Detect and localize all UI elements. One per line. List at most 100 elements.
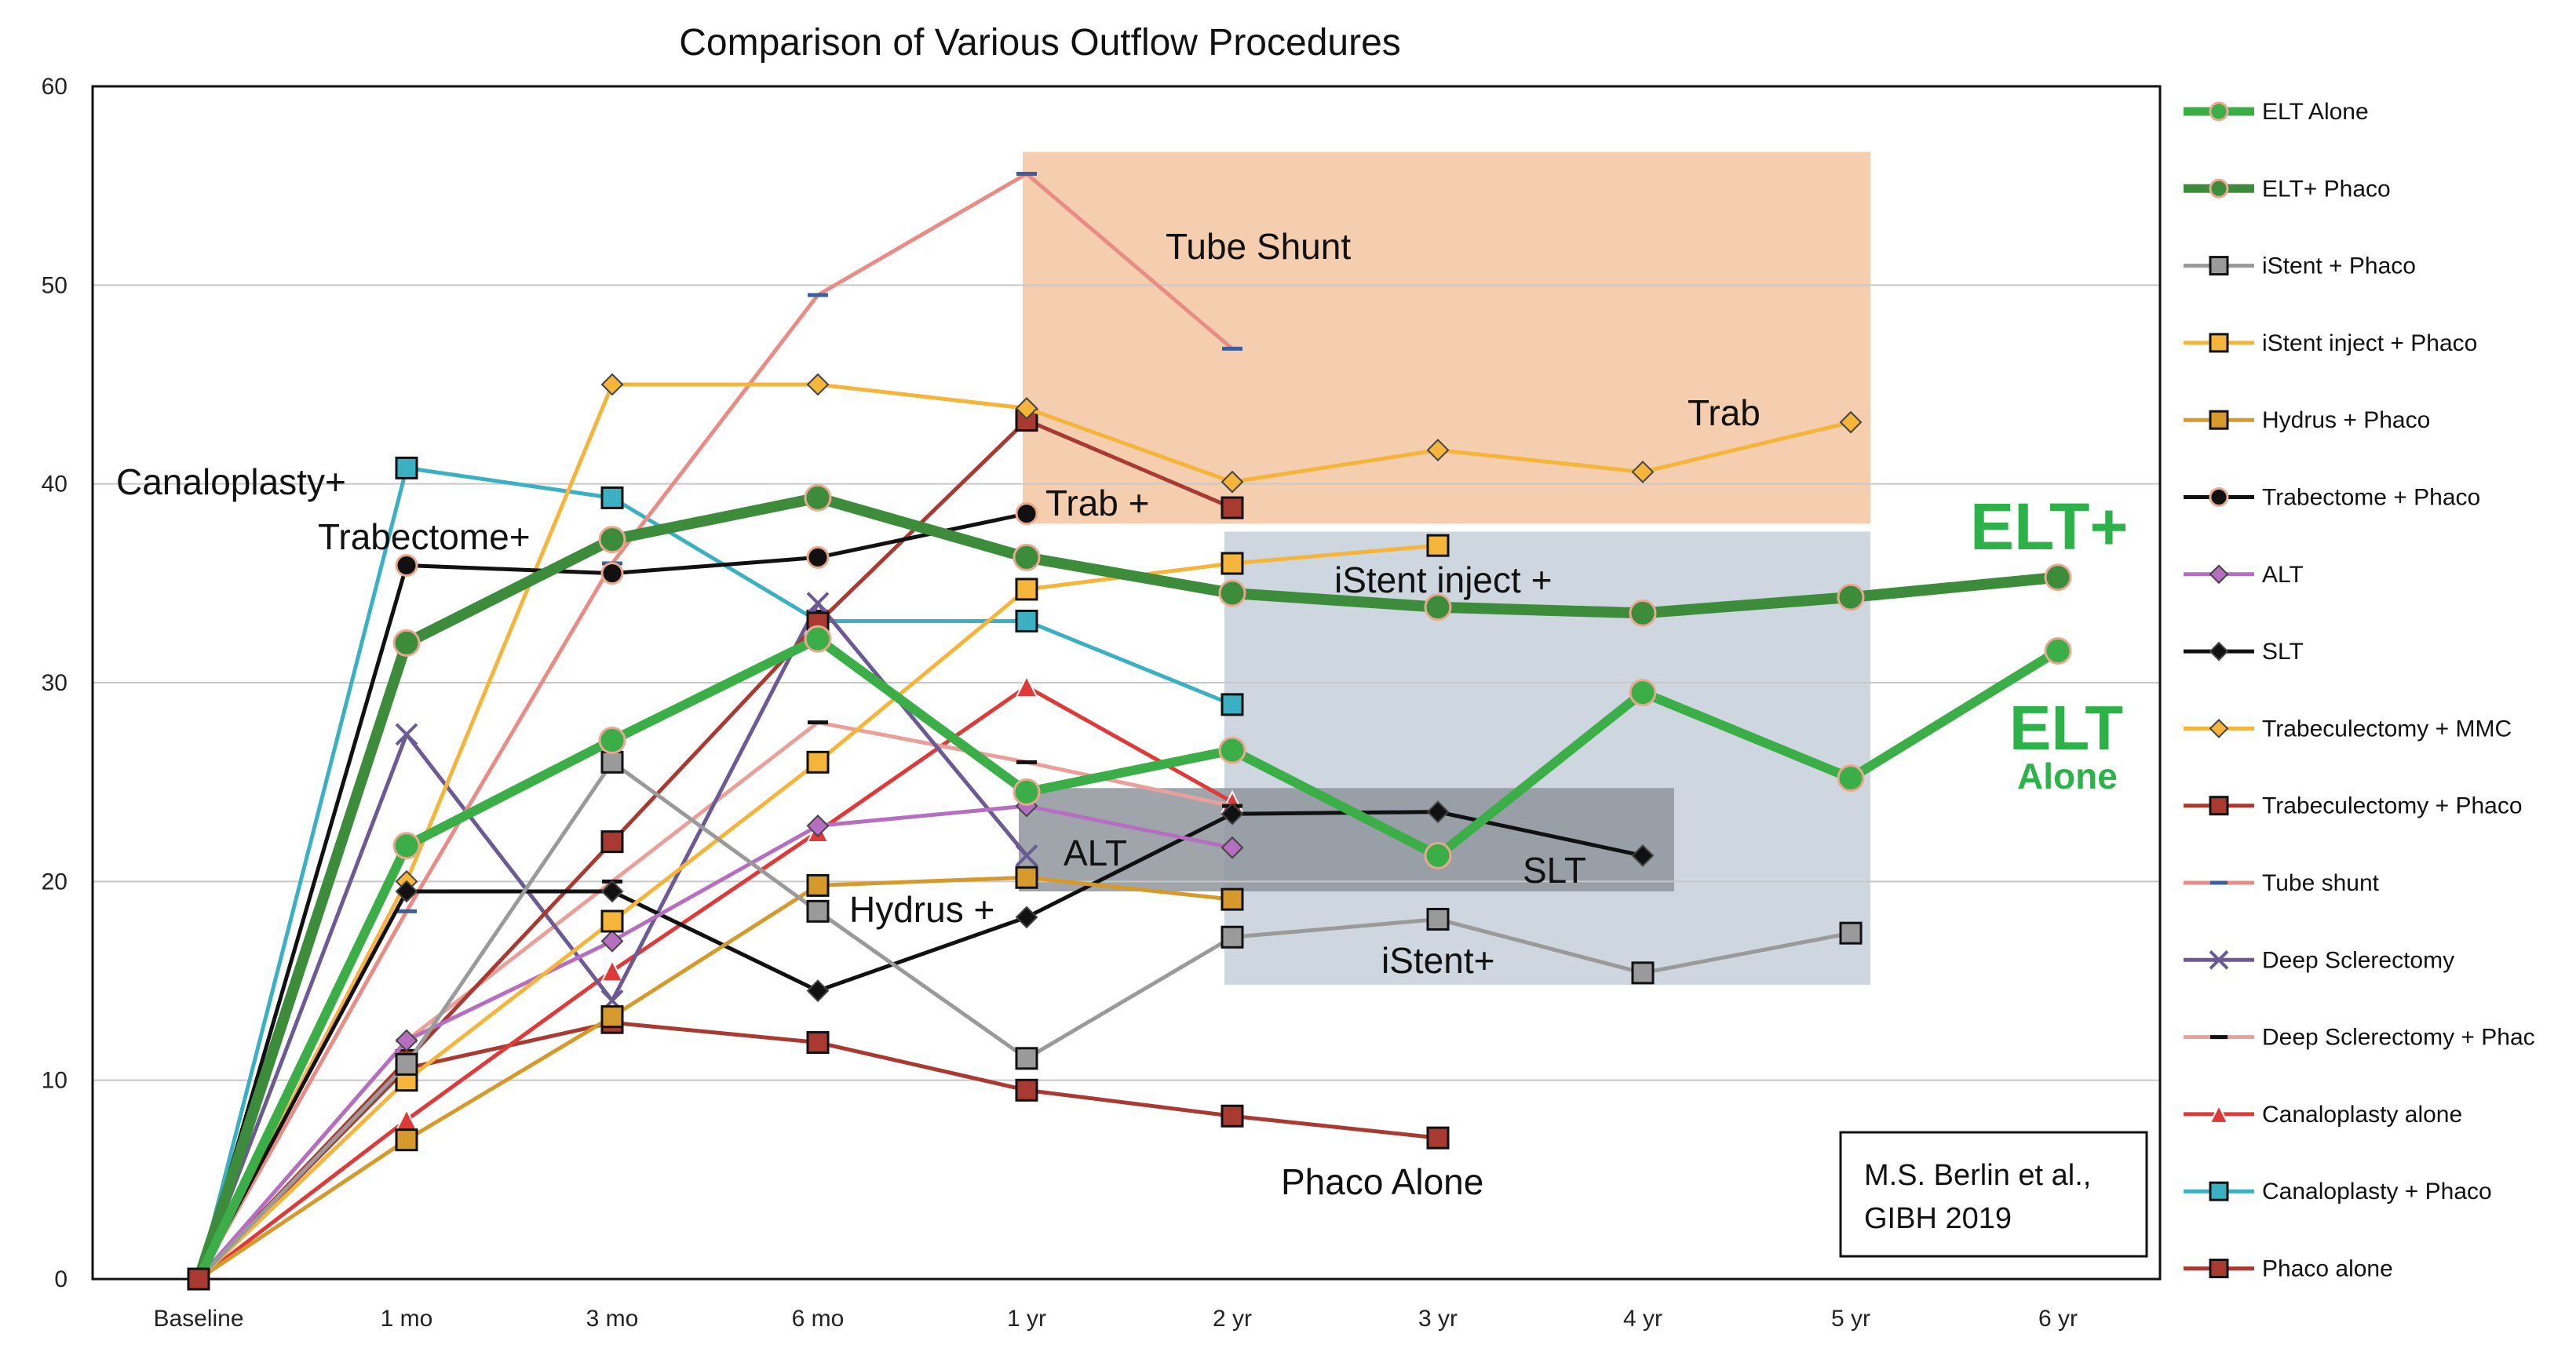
legend-label: Canaloplasty + Phaco bbox=[2262, 1179, 2492, 1204]
data-point bbox=[1629, 599, 1657, 627]
chart-title: Comparison of Various Outflow Procedures bbox=[679, 22, 1401, 64]
gridlines bbox=[93, 284, 2160, 1081]
series-trabeculectomy-mmc bbox=[196, 373, 1863, 1281]
data-point bbox=[1426, 907, 1450, 931]
series-elt-phaco bbox=[193, 483, 2072, 1281]
legend-marker bbox=[2209, 796, 2229, 816]
data-point bbox=[1218, 579, 1246, 607]
data-point bbox=[395, 1128, 418, 1152]
data-point bbox=[395, 1052, 418, 1076]
data-point bbox=[600, 880, 624, 903]
legend-marker bbox=[2209, 256, 2229, 276]
series-alt bbox=[197, 794, 1244, 1281]
data-point bbox=[395, 880, 418, 903]
data-point bbox=[1220, 552, 1244, 575]
data-point bbox=[1220, 693, 1244, 716]
annotation-trab-plus: Trab + bbox=[1045, 483, 1150, 523]
legend-item: ELT Alone bbox=[2184, 99, 2369, 125]
credit-line-2: GIBH 2019 bbox=[1864, 1202, 2012, 1235]
data-point bbox=[1631, 961, 1655, 985]
data-point bbox=[1015, 674, 1038, 698]
data-point bbox=[1220, 925, 1244, 949]
data-point bbox=[1220, 836, 1244, 859]
legend-item: Deep Sclerectomy + Phac bbox=[2184, 1025, 2535, 1051]
y-tick-label: 10 bbox=[42, 1068, 68, 1094]
legend-label: ELT Alone bbox=[2262, 99, 2369, 125]
series-line bbox=[197, 804, 1233, 1281]
data-point bbox=[806, 592, 830, 615]
legend-marker bbox=[2209, 564, 2229, 585]
legend-item: Hydrus + Phaco bbox=[2184, 407, 2430, 433]
legend-label: ELT+ Phaco bbox=[2262, 176, 2391, 202]
legend-label: Phaco alone bbox=[2262, 1256, 2393, 1282]
legend-label: Canaloplasty alone bbox=[2262, 1102, 2462, 1128]
legend-marker bbox=[2209, 949, 2229, 970]
legend-item: Phaco alone bbox=[2184, 1256, 2393, 1282]
data-point bbox=[395, 723, 418, 746]
data-point bbox=[600, 373, 624, 396]
data-point bbox=[1015, 609, 1038, 632]
data-point bbox=[1631, 844, 1655, 867]
x-tick-label: 4 yr bbox=[1623, 1306, 1662, 1332]
legend-marker bbox=[2209, 333, 2229, 353]
legend-marker bbox=[2209, 718, 2229, 738]
annotation-canaloplasty-plus: Canaloplasty+ bbox=[116, 461, 346, 502]
legend-label: ALT bbox=[2262, 562, 2304, 588]
series-line bbox=[194, 634, 2061, 1281]
data-point bbox=[806, 1031, 830, 1055]
data-point bbox=[1015, 844, 1038, 867]
data-point bbox=[2044, 636, 2072, 665]
annotation-elt: ELT bbox=[2009, 693, 2123, 763]
legend-item: Deep Sclerectomy bbox=[2184, 947, 2454, 973]
annotation-alone: Alone bbox=[2017, 756, 2118, 796]
data-point bbox=[1839, 410, 1863, 434]
data-point bbox=[1631, 461, 1655, 483]
legend-item: Canaloplasty alone bbox=[2184, 1102, 2462, 1128]
data-point bbox=[1424, 841, 1452, 869]
data-point bbox=[600, 486, 624, 509]
data-point bbox=[806, 899, 830, 923]
series-line bbox=[196, 810, 1644, 1281]
series-hydrus-phaco bbox=[197, 866, 1244, 1281]
data-point bbox=[1013, 543, 1041, 571]
data-point bbox=[1426, 439, 1450, 462]
data-point bbox=[806, 545, 830, 569]
legend-label: Hydrus + Phaco bbox=[2262, 407, 2430, 433]
legend-marker bbox=[2209, 1103, 2229, 1124]
annotation-trabectome-plus: Trabectome+ bbox=[318, 516, 531, 557]
data-point bbox=[1015, 578, 1038, 601]
baseline-point bbox=[187, 1267, 210, 1291]
data-point bbox=[1837, 583, 1865, 611]
legend-marker bbox=[2209, 487, 2229, 507]
series-istent-inject-phaco bbox=[197, 534, 1450, 1281]
legend-item: Tube shunt bbox=[2184, 870, 2380, 896]
legend: ELT Alone ELT+ Phaco iStent + Phaco iStent … bbox=[2184, 99, 2535, 1282]
legend-item: Trabeculectomy + Phaco bbox=[2184, 793, 2523, 819]
annotation-istent-inject-plus: iStent inject + bbox=[1334, 559, 1552, 600]
legend-label: Deep Sclerectomy bbox=[2262, 947, 2454, 973]
data-point bbox=[600, 1005, 624, 1029]
legend-marker bbox=[2209, 178, 2229, 199]
legend-label: Tube shunt bbox=[2262, 870, 2380, 896]
annotation-trab: Trab bbox=[1688, 392, 1761, 433]
legend-label: iStent + Phaco bbox=[2262, 253, 2416, 279]
legend-item: Trabectome + Phaco bbox=[2184, 485, 2480, 511]
legend-item: Canaloplasty + Phaco bbox=[2184, 1179, 2492, 1204]
y-tick-label: 40 bbox=[42, 472, 68, 497]
data-point bbox=[1220, 470, 1244, 494]
legend-label: SLT bbox=[2262, 639, 2304, 665]
data-point bbox=[1629, 679, 1657, 707]
credit-box: M.S. Berlin et al., GIBH 2019 bbox=[1839, 1131, 2148, 1258]
data-point bbox=[1837, 764, 1865, 793]
credit-line-1: M.S. Berlin et al., bbox=[1864, 1159, 2091, 1192]
series-trabectome-phaco bbox=[196, 502, 1038, 1280]
data-point bbox=[1015, 502, 1038, 526]
legend-label: Trabeculectomy + Phaco bbox=[2262, 793, 2523, 819]
data-point bbox=[395, 554, 418, 578]
data-point bbox=[1220, 802, 1244, 825]
data-point bbox=[804, 625, 832, 653]
series-istent-phaco bbox=[197, 750, 1863, 1281]
x-tick-label: 3 mo bbox=[586, 1306, 639, 1332]
data-point bbox=[2044, 563, 2072, 592]
